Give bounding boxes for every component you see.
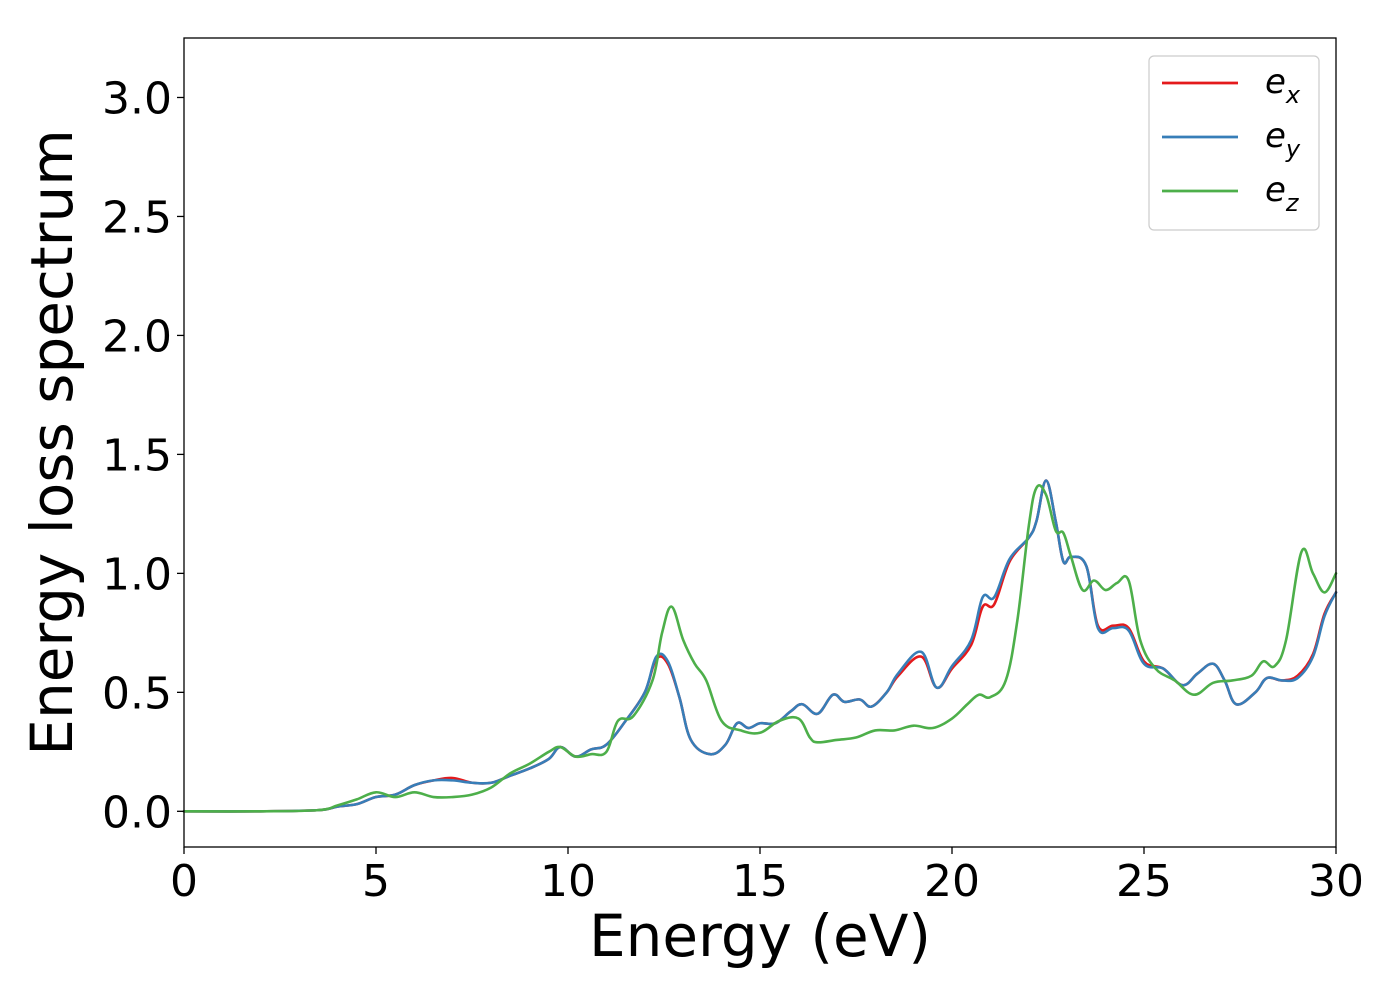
legend-box	[1148, 55, 1320, 231]
y-axis: 0.0 0.5 1.0 1.5 2.0 2.5 3.0	[102, 73, 184, 838]
y-tick-label: 0.5	[102, 668, 172, 719]
series-line-z	[182, 484, 1338, 813]
legend-item-x: ex	[1162, 62, 1301, 109]
y-tick-label: 1.0	[102, 549, 172, 600]
y-tick-label: 2.5	[102, 192, 172, 243]
x-tick-label: 0	[170, 856, 198, 907]
legend: ex ey ez	[1148, 55, 1320, 231]
x-tick-label: 10	[540, 856, 596, 907]
x-axis-title: Energy (eV)	[589, 902, 931, 970]
x-tick-label: 30	[1308, 856, 1364, 907]
legend-item-y: ey	[1162, 116, 1301, 163]
y-tick-label: 1.5	[102, 430, 172, 481]
x-axis: 0 5 10 15 20 25 30	[170, 847, 1364, 907]
legend-item-z: ez	[1162, 170, 1300, 217]
series-line-y	[182, 479, 1338, 813]
x-tick-label: 15	[732, 856, 788, 907]
y-tick-label: 3.0	[102, 73, 172, 124]
x-tick-label: 20	[924, 856, 980, 907]
y-tick-label: 0.0	[102, 787, 172, 838]
x-tick-label: 25	[1116, 856, 1172, 907]
x-tick-label: 5	[362, 856, 390, 907]
legend-label: ez	[1265, 170, 1300, 217]
y-tick-label: 2.0	[102, 311, 172, 362]
legend-label: ey	[1265, 116, 1301, 163]
legend-label: ex	[1265, 62, 1301, 109]
series-lines	[182, 479, 1338, 813]
series-line-x	[182, 479, 1338, 813]
y-axis-title: Energy loss spectrum	[18, 129, 86, 755]
